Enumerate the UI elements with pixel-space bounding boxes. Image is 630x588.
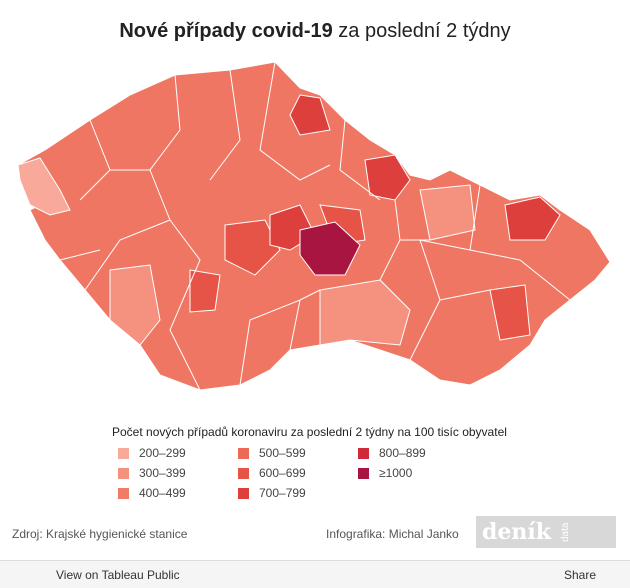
legend-label: 400–499: [139, 486, 186, 500]
logo-sub: data: [560, 522, 571, 542]
title: Nové případy covid-19 za poslední 2 týdn…: [0, 20, 630, 43]
legend-item: 200–299: [118, 446, 186, 460]
district: [289, 94, 331, 136]
district-borders: [59, 61, 571, 391]
source: Zdroj: Krajské hygienické stanice: [12, 527, 188, 541]
legend-item: 500–599: [238, 446, 306, 460]
title-bold: Nové případy covid-19: [119, 20, 333, 42]
logo-text: deník: [482, 519, 551, 545]
district: [189, 269, 221, 313]
legend-label: 600–699: [259, 466, 306, 480]
legend-label: 300–399: [139, 466, 186, 480]
legend-label: ≥1000: [379, 466, 413, 480]
logo: deník data: [476, 516, 616, 548]
legend-label: 500–599: [259, 446, 306, 460]
legend-item: 700–799: [238, 486, 306, 500]
district: [504, 196, 561, 241]
map: [17, 61, 611, 391]
legend-swatch: [118, 447, 129, 459]
legend-swatch: [358, 467, 369, 479]
legend-item: 300–399: [118, 466, 186, 480]
title-rest: za poslední 2 týdny: [332, 20, 511, 42]
district: [109, 264, 161, 346]
legend-label: 200–299: [139, 446, 186, 460]
district: [299, 221, 361, 276]
credit: Infografika: Michal Janko: [326, 527, 459, 541]
legend-item: 800–899: [358, 446, 426, 460]
district: [364, 154, 411, 201]
legend-label: 700–799: [259, 486, 306, 500]
share-button[interactable]: Share: [564, 568, 597, 582]
toolbar: View on Tableau Public Share: [0, 560, 630, 588]
district: [17, 157, 71, 216]
legend-swatch: [238, 447, 249, 459]
legend-label: 800–899: [379, 446, 426, 460]
district: [489, 284, 531, 341]
legend-item: 600–699: [238, 466, 306, 480]
legend-swatch: [118, 467, 129, 479]
district: [419, 184, 476, 241]
legend-item: ≥1000: [358, 466, 412, 480]
legend-swatch: [118, 487, 129, 499]
district: [224, 219, 281, 276]
legend-title: Počet nových případů koronaviru za posle…: [112, 425, 507, 439]
view-button[interactable]: View on Tableau Public: [56, 568, 180, 582]
legend-swatch: [238, 487, 249, 499]
legend-item: 400–499: [118, 486, 186, 500]
legend-swatch: [238, 467, 249, 479]
legend-swatch: [358, 447, 369, 459]
